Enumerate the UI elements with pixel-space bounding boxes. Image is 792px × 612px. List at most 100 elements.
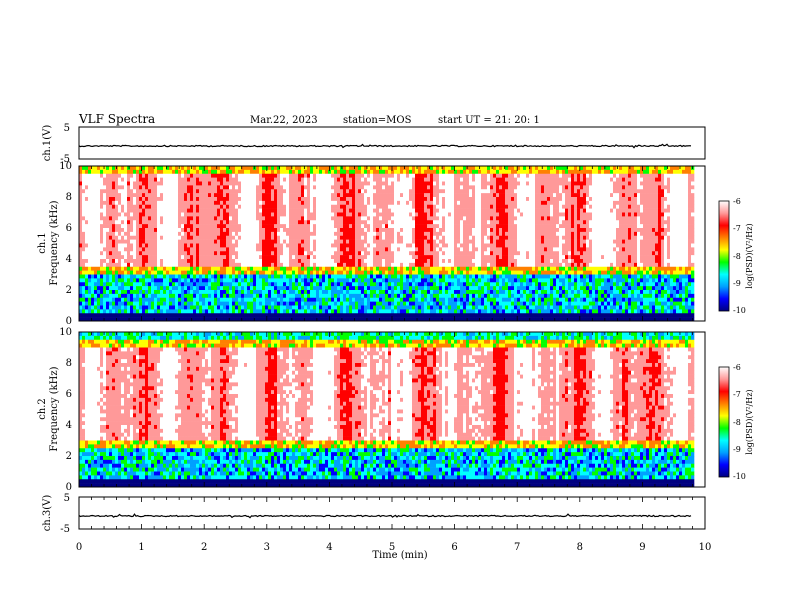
- ch1-spectrogram-cell: [292, 297, 296, 302]
- ch1-spectrogram-cell: [286, 228, 290, 233]
- ch1-spectrogram-cell: [238, 200, 242, 206]
- ch1-spectrogram-cell: [127, 297, 131, 302]
- ch1-spectrogram-cell: [103, 166, 107, 171]
- ch1-spectrogram-cell: [208, 235, 212, 240]
- ch1-spectrogram-column: [301, 166, 305, 322]
- ch1-spectrogram-cell: [145, 286, 149, 291]
- ch1-spectrogram-cell: [115, 305, 119, 310]
- ch1-spectrogram-cell: [202, 212, 206, 217]
- ch1-spectrogram-cell: [391, 255, 395, 260]
- ch1-spectrogram-cell: [202, 166, 206, 171]
- ch1-spectrogram-cell: [118, 278, 122, 283]
- ch1-spectrogram-cell: [418, 204, 422, 209]
- ch1-spectrogram-cell: [106, 224, 110, 229]
- ch1-spectrogram-cell: [409, 305, 413, 310]
- ch1-spectrogram-cell: [427, 243, 431, 248]
- figure-title: VLF Spectra: [78, 112, 155, 126]
- ch1-spectrogram-cell: [106, 278, 110, 283]
- ch1-spectrogram-cell: [355, 278, 359, 283]
- ch1-spectrogram-cell: [403, 282, 407, 287]
- ch1-spectrogram-cell: [373, 301, 377, 306]
- ch1-spectrogram-cell: [232, 231, 236, 237]
- ch1-spectrogram-cell: [187, 293, 191, 299]
- ch1-spectrogram-cell: [406, 243, 410, 248]
- ch1-spectrogram-cell: [313, 262, 317, 268]
- ch1-spectrogram-cell: [112, 181, 116, 186]
- ch1-spectrogram-cell: [220, 231, 224, 237]
- ch1-spectrogram-cell: [370, 197, 374, 202]
- ch1-spectrogram-cell: [157, 197, 161, 202]
- ch1-spectrogram-cell: [418, 309, 422, 314]
- ch1-spectrogram-cell: [421, 274, 425, 279]
- ch1-spectrogram-cell: [184, 282, 188, 287]
- ch1-spectrogram-cell: [85, 228, 89, 233]
- ch1-spectrogram-cell: [130, 301, 134, 306]
- ch1-spectrogram-cell: [199, 290, 203, 295]
- ch1-spectrogram-cell: [304, 255, 308, 260]
- ch1-spectrogram-cell: [121, 243, 125, 248]
- ch1-spectrogram-cell: [166, 278, 170, 283]
- ch1-spectrogram-cell: [364, 197, 368, 202]
- ch1-spectrogram-cell: [271, 239, 275, 244]
- ch1-spectrogram-cell: [376, 235, 380, 240]
- ch1-spectrogram-cell: [223, 255, 227, 260]
- ch1-spectrogram-cell: [196, 220, 200, 225]
- ch1-spectrogram-cell: [439, 282, 443, 287]
- ch1-spectrogram-cell: [130, 173, 134, 178]
- ch1-spectrogram-cell: [208, 309, 212, 314]
- ch1-spectrogram-cell: [421, 278, 425, 283]
- ch1-spectrogram-cell: [391, 220, 395, 225]
- ch1-spectrogram-cell: [418, 293, 422, 299]
- ch1-spectrogram-cell: [196, 286, 200, 291]
- ch1-spectrogram-cell: [307, 204, 311, 209]
- ch1-spectrogram-cell: [133, 259, 137, 264]
- ch1-spectrogram-cell: [94, 290, 98, 295]
- ch1-spectrogram-cell: [385, 286, 389, 291]
- ch1-spectrogram-cell: [214, 262, 218, 268]
- ch1-spectrogram-cell: [304, 251, 308, 256]
- ch1-spectrogram-cell: [379, 305, 383, 310]
- ch1-spectrogram-cell: [229, 177, 233, 182]
- ch1-spectrogram-cell: [142, 185, 146, 190]
- ch1-spectrogram-cell: [202, 177, 206, 182]
- ch1-spectrogram-cell: [151, 270, 155, 275]
- ch1-spectrogram-cell: [187, 262, 191, 268]
- ch1-spectrogram-cell: [109, 216, 113, 221]
- ch1-spectrogram-cell: [223, 274, 227, 279]
- ch1-spectrogram-cell: [79, 247, 83, 252]
- ch1-spectrogram-cell: [409, 278, 413, 283]
- ch1-spectrogram-cell: [178, 301, 182, 306]
- ch1-spectrogram-cell: [175, 309, 179, 314]
- ch1-spectrogram-cell: [286, 278, 290, 283]
- ch1-spectrogram-cell: [220, 166, 224, 171]
- ch1-spectrogram-cell: [367, 193, 371, 198]
- ch1-spectrogram-cell: [325, 286, 329, 291]
- ch1-spectrogram-cell: [307, 274, 311, 279]
- ch1-spectrogram-cell: [442, 224, 446, 229]
- ch1-spectrogram-cell: [223, 313, 227, 318]
- ch1-spectrogram-cell: [154, 262, 158, 268]
- ch1-spectrogram-cell: [178, 239, 182, 244]
- ch1-spectrogram-cell: [154, 247, 158, 252]
- ch1-spectrogram-cell: [250, 208, 254, 213]
- ch1-spectrogram-cell: [226, 235, 230, 240]
- ch1-spectrogram-cell: [166, 208, 170, 213]
- ch1-spectrogram-cell: [292, 185, 296, 190]
- ch1-spectrogram-cell: [145, 193, 149, 198]
- ch1-spectrogram-cell: [325, 309, 329, 314]
- ch1-spectrogram-cell: [298, 200, 302, 206]
- ch1-spectrogram-cell: [91, 305, 95, 310]
- ch1-spectrogram-cell: [100, 173, 104, 178]
- ch1-spectrogram-cell: [133, 169, 137, 175]
- ch1-spectrogram-cell: [193, 270, 197, 275]
- ch1-spectrogram-cell: [217, 282, 221, 287]
- ch1-spectrogram-cell: [238, 197, 242, 202]
- ch1-spectrogram-cell: [157, 317, 161, 322]
- ch1-spectrogram-cell: [424, 313, 428, 318]
- ch1-spectrogram-cell: [373, 255, 377, 260]
- ch1-spectrogram-cell: [364, 293, 368, 299]
- ch1-spectrogram-cell: [127, 239, 131, 244]
- ch1-spectrogram-cell: [379, 185, 383, 190]
- ch1-spectrogram-cell: [262, 274, 266, 279]
- ch1-spectrogram-cell: [250, 189, 254, 194]
